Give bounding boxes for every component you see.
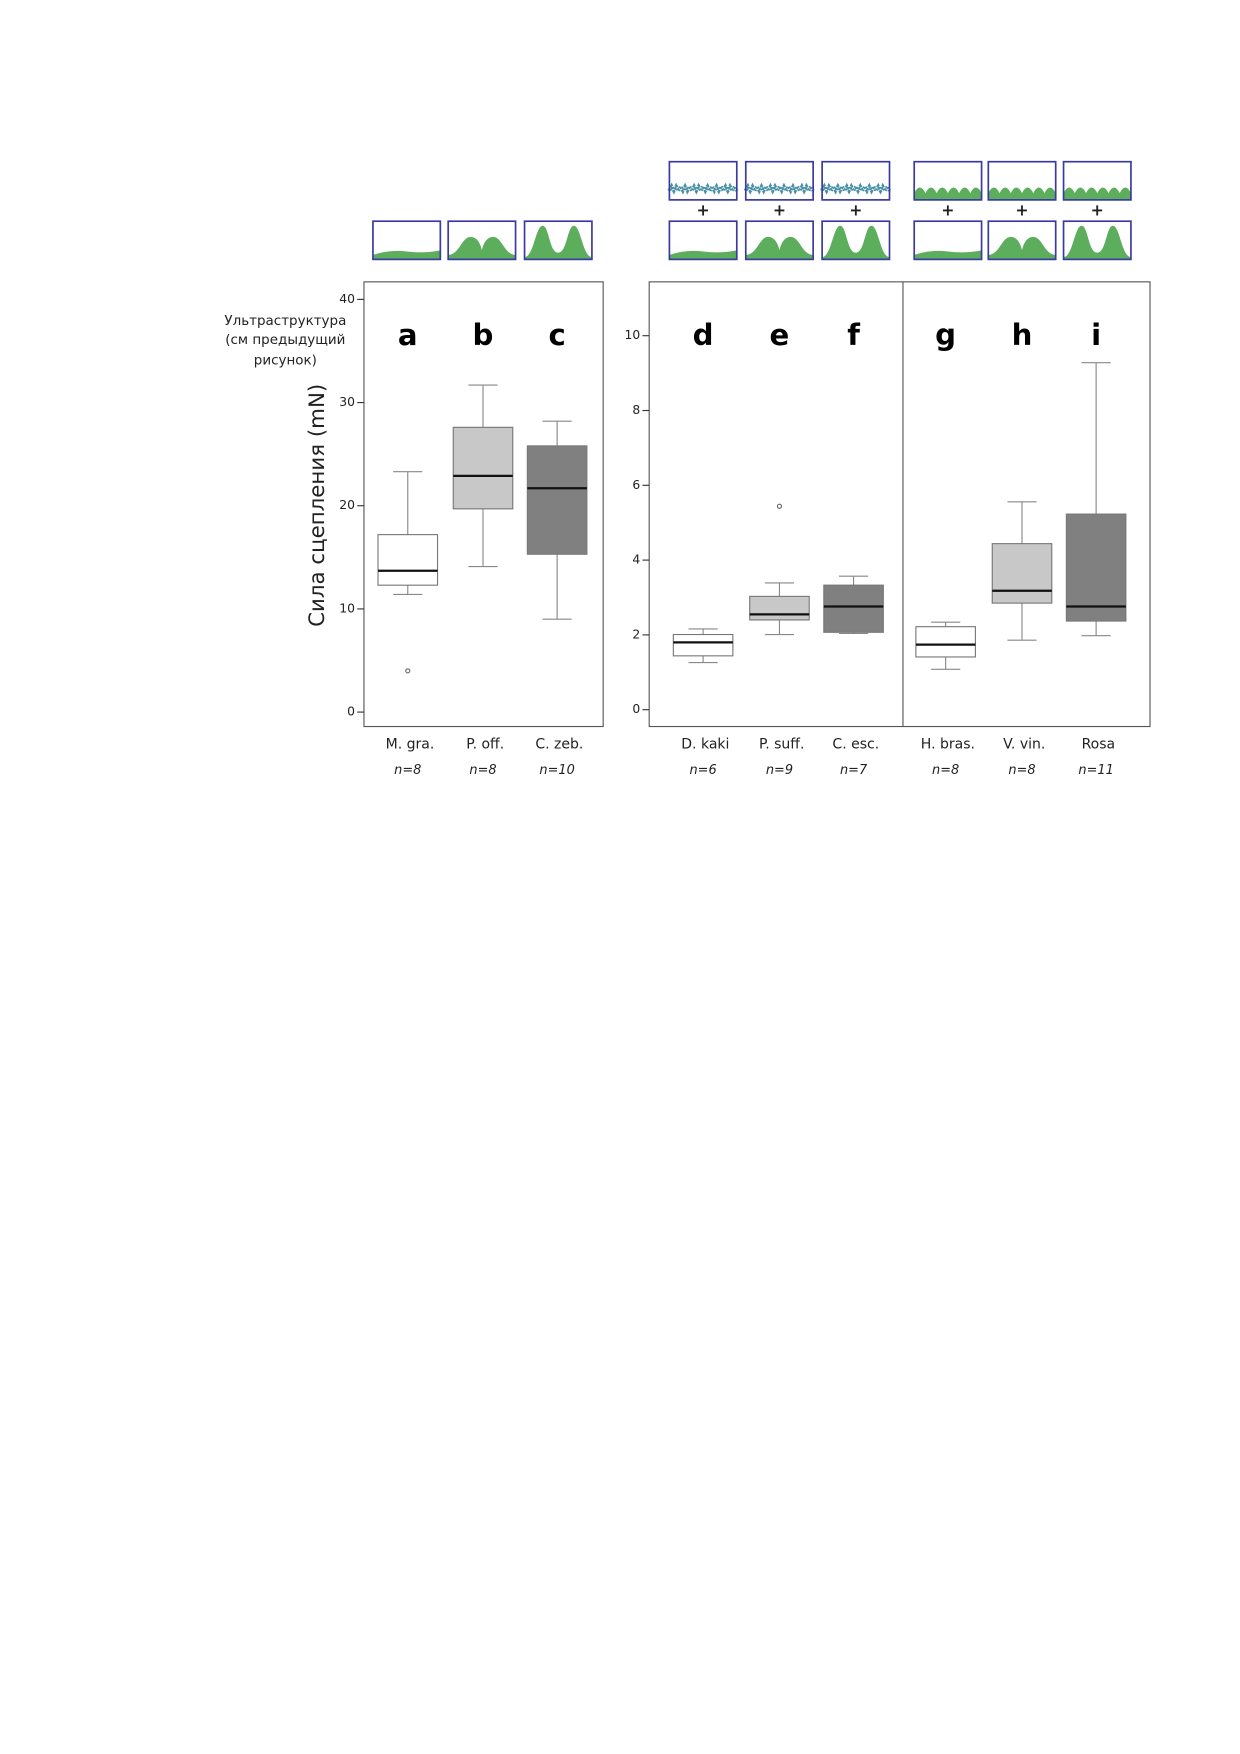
plus-sign: + xyxy=(941,201,954,220)
surface-icon xyxy=(745,236,814,260)
surface-icon xyxy=(822,225,890,260)
y-tick-label: 30 xyxy=(339,395,355,409)
y-tick-label: 10 xyxy=(339,601,355,615)
y-tick-label: 0 xyxy=(632,702,640,716)
y-tick-label: 6 xyxy=(632,478,640,492)
outlier xyxy=(405,668,411,674)
y-tick-label: 10 xyxy=(624,328,640,342)
plus-sign: + xyxy=(849,201,862,220)
icon-frame xyxy=(744,160,814,201)
panel-letter: i xyxy=(1091,318,1101,352)
box xyxy=(749,595,810,621)
surface-icon xyxy=(372,250,441,260)
box xyxy=(991,543,1053,604)
icon-frame xyxy=(372,220,442,261)
hair-icon xyxy=(914,187,982,200)
wax-icon xyxy=(744,182,815,195)
x-tick-label: V. vin. xyxy=(1003,736,1045,752)
x-tick-label: C. zeb. xyxy=(535,736,583,752)
x-tick-label: D. kaki xyxy=(681,736,729,752)
icon-frame xyxy=(987,160,1057,201)
panel-letter: f xyxy=(847,318,860,352)
n-label: n=6 xyxy=(689,763,716,778)
surface-icon xyxy=(1063,225,1131,260)
x-tick-label: Rosa xyxy=(1082,736,1116,752)
n-label: n=9 xyxy=(766,763,793,778)
surface-icon xyxy=(669,250,737,260)
x-tick-label: C. esc. xyxy=(832,736,879,752)
outlier xyxy=(776,503,783,509)
icon-frame xyxy=(1062,160,1132,201)
panel-letter: b xyxy=(473,318,494,352)
annotation: рисунок) xyxy=(254,352,317,368)
annotation: (см предыдущий xyxy=(225,332,345,348)
icon-frame xyxy=(821,220,891,261)
icon-frame xyxy=(447,220,517,261)
panel-letter: c xyxy=(548,318,565,352)
x-tick-label: M. gra. xyxy=(386,736,435,752)
n-label: n=8 xyxy=(932,763,959,778)
box xyxy=(1065,513,1127,622)
right-panel-frame xyxy=(648,281,1151,728)
n-label: n=8 xyxy=(1008,763,1035,778)
x-tick-label: H. bras. xyxy=(921,736,975,752)
surface-icon xyxy=(988,236,1056,260)
x-tick-label: P. suff. xyxy=(759,736,804,752)
box xyxy=(672,633,734,657)
box xyxy=(526,445,588,555)
y-tick-label: 0 xyxy=(347,705,355,719)
icon-frame xyxy=(821,160,891,201)
x-tick-label: P. off. xyxy=(466,736,504,752)
plus-sign: + xyxy=(1015,201,1028,220)
icon-frame xyxy=(668,220,738,261)
left-panel-frame xyxy=(363,281,604,728)
box xyxy=(452,426,514,510)
plus-sign: + xyxy=(1091,201,1104,220)
panel-letter: h xyxy=(1012,318,1033,352)
icon-frame xyxy=(744,220,814,261)
panel-letter: d xyxy=(693,318,714,352)
n-label: n=8 xyxy=(469,763,496,778)
icon-frame xyxy=(913,220,983,261)
box xyxy=(823,584,884,633)
surface-icon xyxy=(914,250,982,260)
wax-icon xyxy=(667,182,739,195)
y-tick-label: 4 xyxy=(632,553,640,567)
y-tick-label: 40 xyxy=(339,292,355,306)
hair-icon xyxy=(988,187,1056,200)
n-label: n=7 xyxy=(840,763,868,778)
n-label: n=8 xyxy=(394,763,421,778)
surface-icon xyxy=(524,225,592,260)
icon-frame xyxy=(668,160,738,201)
panel-letter: e xyxy=(770,318,790,352)
icon-frame xyxy=(1062,220,1132,261)
box xyxy=(377,534,439,586)
icon-frame xyxy=(523,220,593,261)
y-tick-label: 2 xyxy=(632,627,640,641)
y-tick-label: 20 xyxy=(339,498,355,512)
icon-frame xyxy=(913,160,983,201)
hair-icon xyxy=(1063,187,1131,200)
y-tick-label: 8 xyxy=(632,403,640,417)
surface-icon xyxy=(448,236,516,260)
y-axis-label: Сила сцепления (mN) xyxy=(305,384,330,627)
box xyxy=(915,626,976,658)
plus-sign: + xyxy=(773,201,786,220)
panel-letter: g xyxy=(935,318,956,352)
n-label: n=10 xyxy=(539,763,574,778)
annotation: Ультраструктура xyxy=(224,313,346,329)
wax-icon xyxy=(820,182,892,195)
plus-sign: + xyxy=(697,201,710,220)
n-label: n=11 xyxy=(1078,763,1113,778)
icon-frame xyxy=(987,220,1057,261)
panel-letter: a xyxy=(398,318,418,352)
